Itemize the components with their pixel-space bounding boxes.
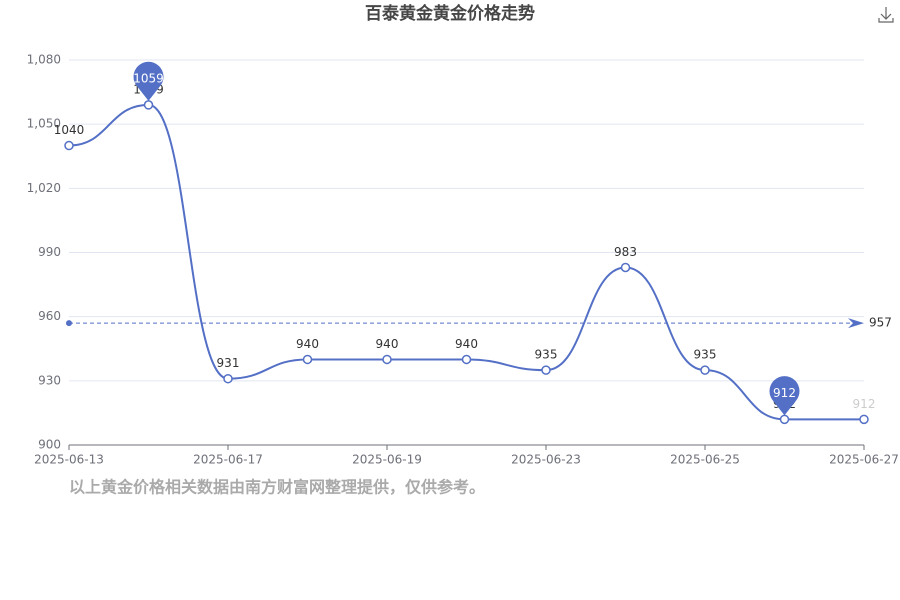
data-point <box>223 373 233 384</box>
pin-marker <box>769 376 800 416</box>
data-point <box>64 140 74 151</box>
data-point <box>461 354 472 365</box>
data-label: 940 <box>455 337 478 351</box>
data-point <box>541 365 551 375</box>
average-label: 957 <box>869 316 892 330</box>
y-tick-label: 1,050 <box>27 117 61 131</box>
x-tick-label: 2025-06-17 <box>193 453 263 467</box>
series-line <box>68 103 864 421</box>
average-arrow <box>848 318 864 329</box>
data-point <box>302 354 313 365</box>
chart-title: 百泰黄金黄金价格走势 <box>365 3 535 24</box>
data-point <box>143 100 154 110</box>
data-label: 935 <box>694 348 717 362</box>
y-tick-label: 930 <box>38 373 61 387</box>
pin-label: 1059 <box>133 71 164 85</box>
y-tick-label: 900 <box>38 438 61 452</box>
data-label: 912 <box>853 397 876 411</box>
data-label: 940 <box>296 337 319 351</box>
data-label: 1040 <box>54 123 85 137</box>
data-point <box>779 414 790 425</box>
data-point <box>620 262 631 273</box>
data-label: 940 <box>376 337 399 351</box>
x-tick-label: 2025-06-23 <box>511 453 581 467</box>
y-tick-label: 1,020 <box>27 181 61 195</box>
x-tick-label: 2025-06-27 <box>829 453 899 467</box>
footnote: 以上黄金价格相关数据由南方财富网整理提供，仅供参考。 <box>69 478 485 497</box>
y-tick-label: 960 <box>38 309 61 323</box>
pin-label: 912 <box>773 386 796 400</box>
x-tick-label: 2025-06-25 <box>670 453 740 467</box>
data-label: 935 <box>535 348 558 362</box>
data-point <box>382 354 392 365</box>
x-tick-label: 2025-06-13 <box>34 453 104 467</box>
pin-marker <box>133 61 164 101</box>
download-icon[interactable] <box>878 7 894 23</box>
data-label: 931 <box>217 356 240 370</box>
y-tick-label: 1,080 <box>27 53 61 67</box>
data-point <box>859 414 869 425</box>
y-tick-label: 990 <box>38 245 61 259</box>
x-tick-label: 2025-06-19 <box>352 453 422 467</box>
data-point <box>700 365 710 375</box>
data-label: 983 <box>614 245 637 259</box>
